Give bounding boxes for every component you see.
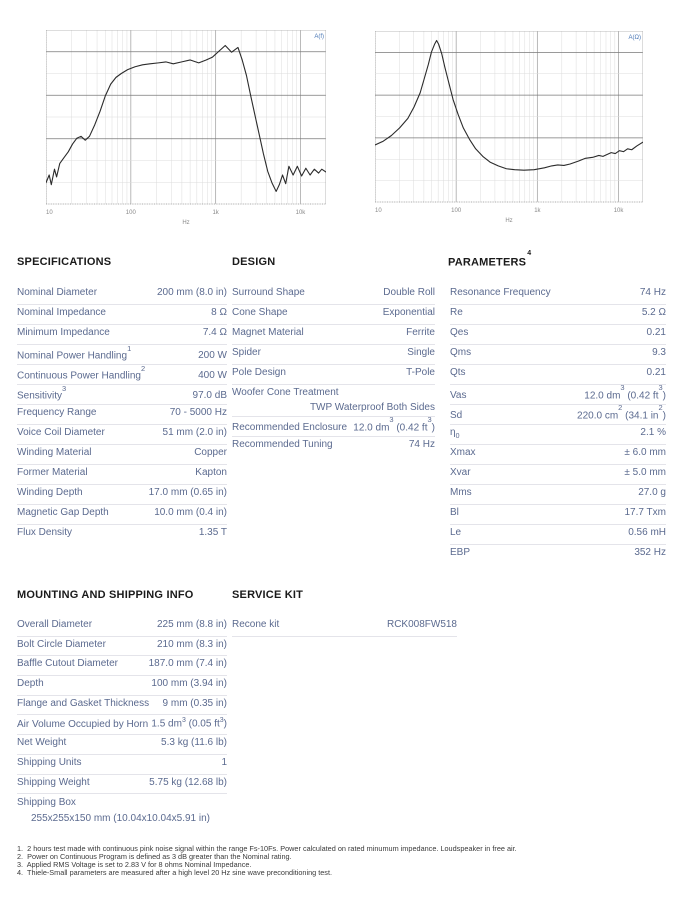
svg-text:100: 100 xyxy=(126,210,137,216)
svg-text:10k: 10k xyxy=(296,210,307,216)
svg-text:1k: 1k xyxy=(534,208,541,214)
svg-text:1k: 1k xyxy=(212,210,219,216)
svg-text:Hz: Hz xyxy=(182,220,189,226)
svg-text:10k: 10k xyxy=(614,208,625,214)
svg-text:Hz: Hz xyxy=(505,218,512,224)
svg-text:100: 100 xyxy=(451,208,462,214)
svg-text:10: 10 xyxy=(375,208,382,214)
svg-text:A(f): A(f) xyxy=(314,34,324,40)
svg-text:A(Ω): A(Ω) xyxy=(629,35,641,41)
svg-text:10: 10 xyxy=(46,210,53,216)
